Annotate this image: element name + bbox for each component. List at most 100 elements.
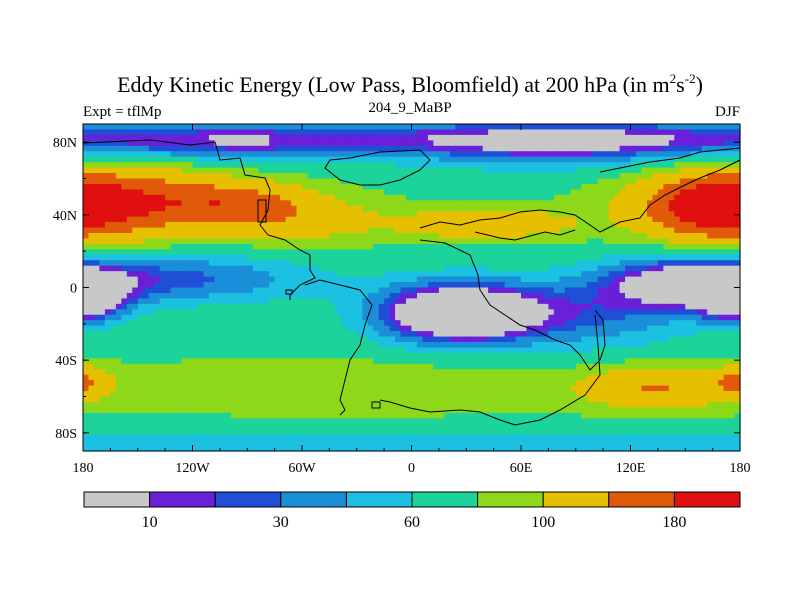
heatmap-cell [83, 276, 90, 283]
heatmap-cell [170, 342, 177, 349]
heatmap-cell [712, 173, 719, 180]
heatmap-cell [449, 205, 456, 212]
heatmap-cell [351, 309, 358, 316]
heatmap-cell [718, 292, 725, 299]
heatmap-cell [219, 276, 226, 283]
heatmap-cell [93, 249, 101, 256]
heatmap-cell [614, 276, 621, 283]
heatmap-cell [208, 287, 215, 294]
heatmap-cell [214, 342, 221, 349]
heatmap-cell [663, 336, 670, 343]
heatmap-cell [126, 167, 133, 174]
heatmap-cell [395, 124, 402, 131]
heatmap-cell [148, 183, 155, 190]
heatmap-cell [504, 129, 511, 136]
heatmap-cell [83, 134, 90, 141]
heatmap-cell [334, 156, 341, 163]
heatmap-cell [236, 260, 243, 267]
heatmap-cell [318, 183, 325, 190]
heatmap-cell [603, 276, 610, 283]
heatmap-cell [679, 233, 686, 240]
heatmap-cell [482, 178, 489, 185]
heatmap-cell [625, 243, 632, 250]
heatmap-cell [258, 271, 265, 278]
heatmap-cell [143, 320, 150, 327]
heatmap-cell [718, 298, 725, 305]
heatmap-cell [422, 303, 429, 310]
heatmap-cell [263, 282, 270, 289]
heatmap-cell [170, 276, 177, 283]
heatmap-cell [323, 243, 330, 250]
heatmap-cell [438, 336, 445, 343]
heatmap-cell [422, 292, 429, 299]
heatmap-cell [104, 298, 111, 305]
heatmap-cell [389, 189, 396, 196]
heatmap-cell [165, 276, 172, 283]
heatmap-cell [236, 314, 243, 321]
heatmap-cell [296, 309, 303, 316]
heatmap-cell [269, 325, 276, 332]
heatmap-cell [345, 145, 352, 152]
heatmap-cell [143, 227, 150, 234]
heatmap-cell [318, 129, 325, 136]
heatmap-cell [652, 134, 659, 141]
heatmap-cell [99, 276, 106, 283]
heatmap-cell [608, 211, 615, 218]
heatmap-cell [515, 156, 522, 163]
heatmap-cell [373, 156, 380, 163]
heatmap-cell [433, 320, 440, 327]
heatmap-cell [247, 140, 254, 147]
heatmap-cell [460, 124, 467, 131]
heatmap-cell [159, 292, 166, 299]
heatmap-cell [592, 205, 599, 212]
heatmap-cell [170, 303, 177, 310]
heatmap-cell [537, 287, 544, 294]
heatmap-cell [608, 140, 615, 147]
heatmap-cell [323, 303, 330, 310]
heatmap-cell [126, 233, 133, 240]
heatmap-cell [729, 331, 736, 338]
heatmap-cell [340, 282, 347, 289]
heatmap-cell [126, 156, 133, 163]
heatmap-cell [504, 156, 511, 163]
heatmap-cell [427, 233, 434, 240]
heatmap-cell [373, 249, 380, 256]
heatmap-cell [575, 298, 582, 305]
heatmap-cell [652, 129, 659, 136]
heatmap-cell [427, 124, 434, 131]
heatmap-cell [718, 162, 725, 169]
heatmap-cell [104, 222, 111, 229]
heatmap-cell [274, 233, 281, 240]
heatmap-cell [482, 173, 489, 180]
heatmap-cell [499, 205, 506, 212]
heatmap-cell [362, 194, 369, 201]
heatmap-cell [323, 309, 330, 316]
heatmap-cell [345, 287, 352, 294]
heatmap-cell [422, 140, 429, 147]
heatmap-cell [723, 162, 730, 169]
heatmap-cell [208, 156, 215, 163]
heatmap-cell [230, 320, 237, 327]
heatmap-cell [548, 124, 555, 131]
heatmap-cell [176, 233, 183, 240]
heatmap-cell [548, 178, 555, 185]
heatmap-cell [334, 222, 341, 229]
heatmap-cell [225, 129, 232, 136]
heatmap-cell [203, 303, 210, 310]
heatmap-cell [329, 331, 336, 338]
heatmap-cell [148, 233, 155, 240]
heatmap-cell [625, 129, 632, 136]
heatmap-cell [553, 276, 560, 283]
heatmap-cell [696, 276, 703, 283]
heatmap-cell [115, 129, 122, 136]
heatmap-cell [345, 134, 352, 141]
heatmap-cell [422, 124, 429, 131]
heatmap-cell [367, 222, 374, 229]
heatmap-cell [542, 227, 549, 234]
heatmap-cell [296, 303, 303, 310]
heatmap-cell [625, 303, 632, 310]
heatmap-cell [488, 189, 495, 196]
heatmap-cell [219, 314, 226, 321]
heatmap-cell [652, 303, 659, 310]
heatmap-cell [663, 292, 670, 299]
